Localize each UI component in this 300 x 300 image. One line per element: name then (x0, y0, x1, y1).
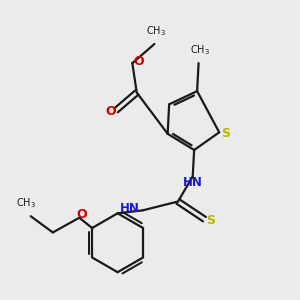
Text: HN: HN (120, 202, 140, 215)
Text: CH$_3$: CH$_3$ (190, 43, 210, 57)
Text: S: S (221, 127, 230, 140)
Text: O: O (106, 105, 116, 118)
Text: CH$_3$: CH$_3$ (146, 24, 166, 38)
Text: O: O (134, 55, 144, 68)
Text: CH$_3$: CH$_3$ (16, 196, 36, 210)
Text: HN: HN (183, 176, 202, 190)
Text: S: S (206, 214, 215, 227)
Text: O: O (76, 208, 87, 221)
